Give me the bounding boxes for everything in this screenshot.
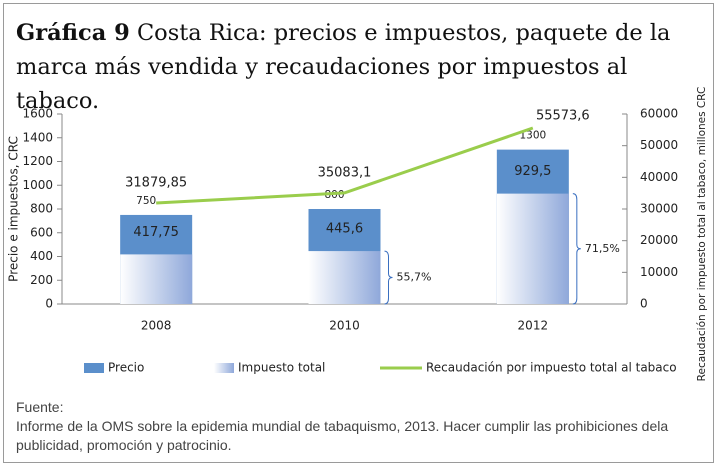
legend-label: Precio [108,361,144,375]
data-label: 417,75 [133,225,179,240]
x-tick-label: 2012 [518,319,549,333]
frame [3,3,714,463]
data-label: 929,5 [514,164,551,179]
line [156,126,534,205]
y2-tick-label: 40000 [640,170,678,184]
y2-tick-label: 10000 [640,265,678,279]
bar [496,193,569,304]
chart-title: Gráfica 9 Costa Rica: precios e impuesto… [16,16,706,118]
title-number: Gráfica 9 [16,20,130,46]
legend-swatch [214,363,234,373]
source: Fuente: Informe de la OMS sobre la epide… [16,398,706,455]
line-label: 31879,85 [125,176,187,191]
y-tick-label: 800 [30,202,53,216]
y-tick-label: 0 [45,297,53,311]
y-tick-label: 600 [30,225,53,239]
legend-swatch [84,363,104,373]
source-label: Fuente: [16,399,64,415]
brace [572,193,581,305]
y2-tick-label: 20000 [640,233,678,247]
data-label: 750 [136,195,156,207]
y2-tick-label: 50000 [640,138,678,152]
line-label: 55573,6 [536,109,590,124]
annotation: 55,7% [397,271,432,284]
y2-tick-label: 0 [640,297,648,311]
brace [384,250,393,305]
legend-label: Recaudación por impuesto total al tabaco [426,361,677,375]
data-label: 445,6 [326,222,363,237]
y-tick-label: 1400 [22,130,53,144]
y2-tick-label: 60000 [640,107,678,121]
legend-label: Impuesto total [238,361,325,375]
line-label: 35083,1 [318,165,372,180]
x-tick-label: 2010 [329,319,360,333]
y-tick-label: 200 [30,273,53,287]
y-axis-title: Precio e impuestos, CRC [7,136,21,282]
y-tick-label: 1200 [22,154,53,168]
title-text: Costa Rica: precios e impuestos, paquete… [16,20,671,114]
bar [308,251,381,304]
y-tick-label: 1000 [22,178,53,192]
x-tick-label: 2008 [141,319,172,333]
bar [120,254,193,304]
y-tick-label: 1600 [22,107,53,121]
chart: 0 200 400 600 800 1000 1200 1400 1600 0 10000 20000… [7,87,709,382]
y2-tick-label: 30000 [640,202,678,216]
annotation: 71,5% [585,242,620,255]
data-label: 1300 [519,130,546,142]
y-tick-label: 400 [30,249,53,263]
y2-axis-title: Recaudación por impuesto total al tabaco… [696,87,708,382]
source-text: Informe de la OMS sobre la epidemia mund… [16,418,669,453]
